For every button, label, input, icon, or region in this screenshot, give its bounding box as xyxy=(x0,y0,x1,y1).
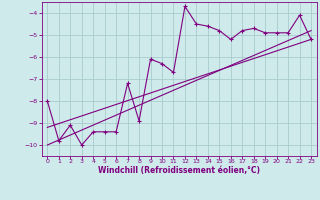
X-axis label: Windchill (Refroidissement éolien,°C): Windchill (Refroidissement éolien,°C) xyxy=(98,166,260,175)
